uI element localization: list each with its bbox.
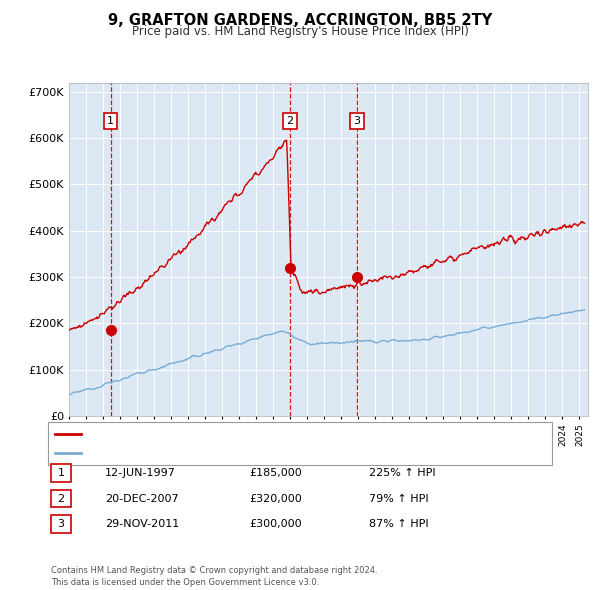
Text: 3: 3 [58, 519, 64, 529]
Text: 1: 1 [58, 468, 64, 478]
Text: HPI: Average price, detached house, Hyndburn: HPI: Average price, detached house, Hynd… [84, 448, 317, 458]
Text: 225% ↑ HPI: 225% ↑ HPI [369, 468, 436, 478]
Text: Price paid vs. HM Land Registry's House Price Index (HPI): Price paid vs. HM Land Registry's House … [131, 25, 469, 38]
Text: Contains HM Land Registry data © Crown copyright and database right 2024.
This d: Contains HM Land Registry data © Crown c… [51, 566, 377, 587]
Text: 20-DEC-2007: 20-DEC-2007 [105, 494, 179, 503]
Text: 3: 3 [353, 116, 360, 126]
Text: 1: 1 [107, 116, 114, 126]
Text: £185,000: £185,000 [249, 468, 302, 478]
Text: £320,000: £320,000 [249, 494, 302, 503]
Text: 2: 2 [286, 116, 293, 126]
Text: 2: 2 [58, 494, 64, 503]
Text: 12-JUN-1997: 12-JUN-1997 [105, 468, 176, 478]
Text: 9, GRAFTON GARDENS, ACCRINGTON, BB5 2TY (detached house): 9, GRAFTON GARDENS, ACCRINGTON, BB5 2TY … [84, 429, 409, 439]
Text: £300,000: £300,000 [249, 519, 302, 529]
Text: 79% ↑ HPI: 79% ↑ HPI [369, 494, 428, 503]
Text: 87% ↑ HPI: 87% ↑ HPI [369, 519, 428, 529]
Text: 9, GRAFTON GARDENS, ACCRINGTON, BB5 2TY: 9, GRAFTON GARDENS, ACCRINGTON, BB5 2TY [108, 13, 492, 28]
Text: 29-NOV-2011: 29-NOV-2011 [105, 519, 179, 529]
